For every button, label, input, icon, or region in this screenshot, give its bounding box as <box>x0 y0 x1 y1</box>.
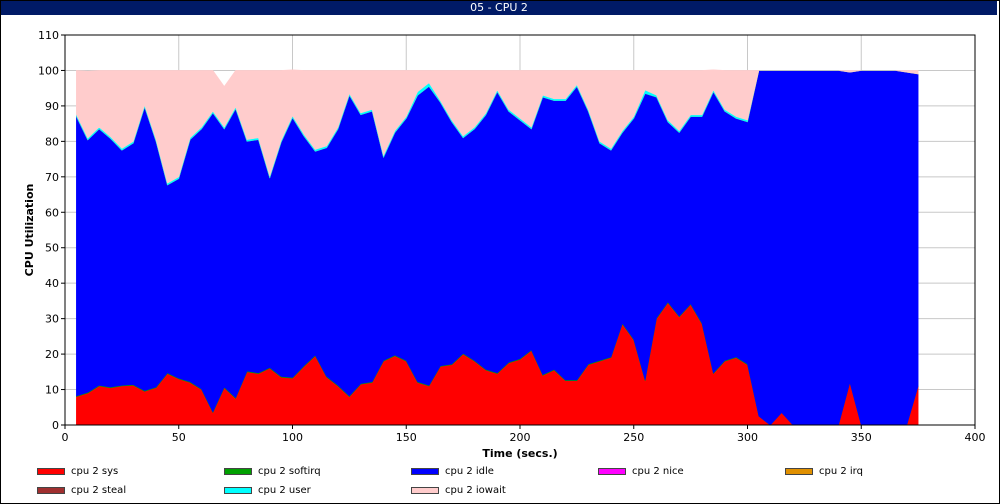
y-tick-label: 10 <box>45 384 59 397</box>
legend-swatch <box>598 468 626 475</box>
y-tick-label: 90 <box>45 100 59 113</box>
y-tick-label: 60 <box>45 206 59 219</box>
legend-label: cpu 2 sys <box>71 466 119 477</box>
y-tick-label: 0 <box>52 419 59 432</box>
legend-label: cpu 2 user <box>258 485 311 496</box>
y-axis-label: CPU Utilization <box>23 184 36 277</box>
y-tick-label: 80 <box>45 135 59 148</box>
legend-swatch <box>37 487 65 494</box>
legend-label: cpu 2 steal <box>71 485 127 496</box>
legend-label: cpu 2 irq <box>819 466 863 477</box>
y-tick-label: 30 <box>45 313 59 326</box>
y-tick-label: 70 <box>45 171 59 184</box>
chart-title: 05 - CPU 2 <box>1 1 997 15</box>
series-area-cpu-2-iowait <box>76 69 919 184</box>
x-tick-label: 100 <box>282 431 303 444</box>
y-tick-label: 50 <box>45 242 59 255</box>
legend-swatch <box>411 468 439 475</box>
y-tick-label: 100 <box>38 64 59 77</box>
legend-swatch <box>411 487 439 494</box>
x-tick-label: 0 <box>62 431 69 444</box>
y-tick-label: 40 <box>45 277 59 290</box>
x-tick-label: 50 <box>172 431 186 444</box>
chart-legend: cpu 2 sys cpu 2 softirq cpu 2 idle cpu 2 ni… <box>0 460 1000 504</box>
legend-label: cpu 2 idle <box>445 466 494 477</box>
x-tick-label: 200 <box>510 431 531 444</box>
x-tick-label: 400 <box>965 431 986 444</box>
legend-label: cpu 2 softirq <box>258 466 321 477</box>
y-tick-label: 20 <box>45 348 59 361</box>
x-tick-label: 250 <box>623 431 644 444</box>
x-tick-label: 350 <box>851 431 872 444</box>
y-tick-label: 110 <box>38 29 59 42</box>
x-tick-label: 150 <box>396 431 417 444</box>
legend-label: cpu 2 iowait <box>445 485 506 496</box>
x-tick-label: 300 <box>737 431 758 444</box>
legend-swatch <box>224 468 252 475</box>
x-axis-label: Time (secs.) <box>482 447 557 460</box>
legend-swatch <box>785 468 813 475</box>
legend-swatch <box>37 468 65 475</box>
legend-label: cpu 2 nice <box>632 466 684 477</box>
legend-swatch <box>224 487 252 494</box>
